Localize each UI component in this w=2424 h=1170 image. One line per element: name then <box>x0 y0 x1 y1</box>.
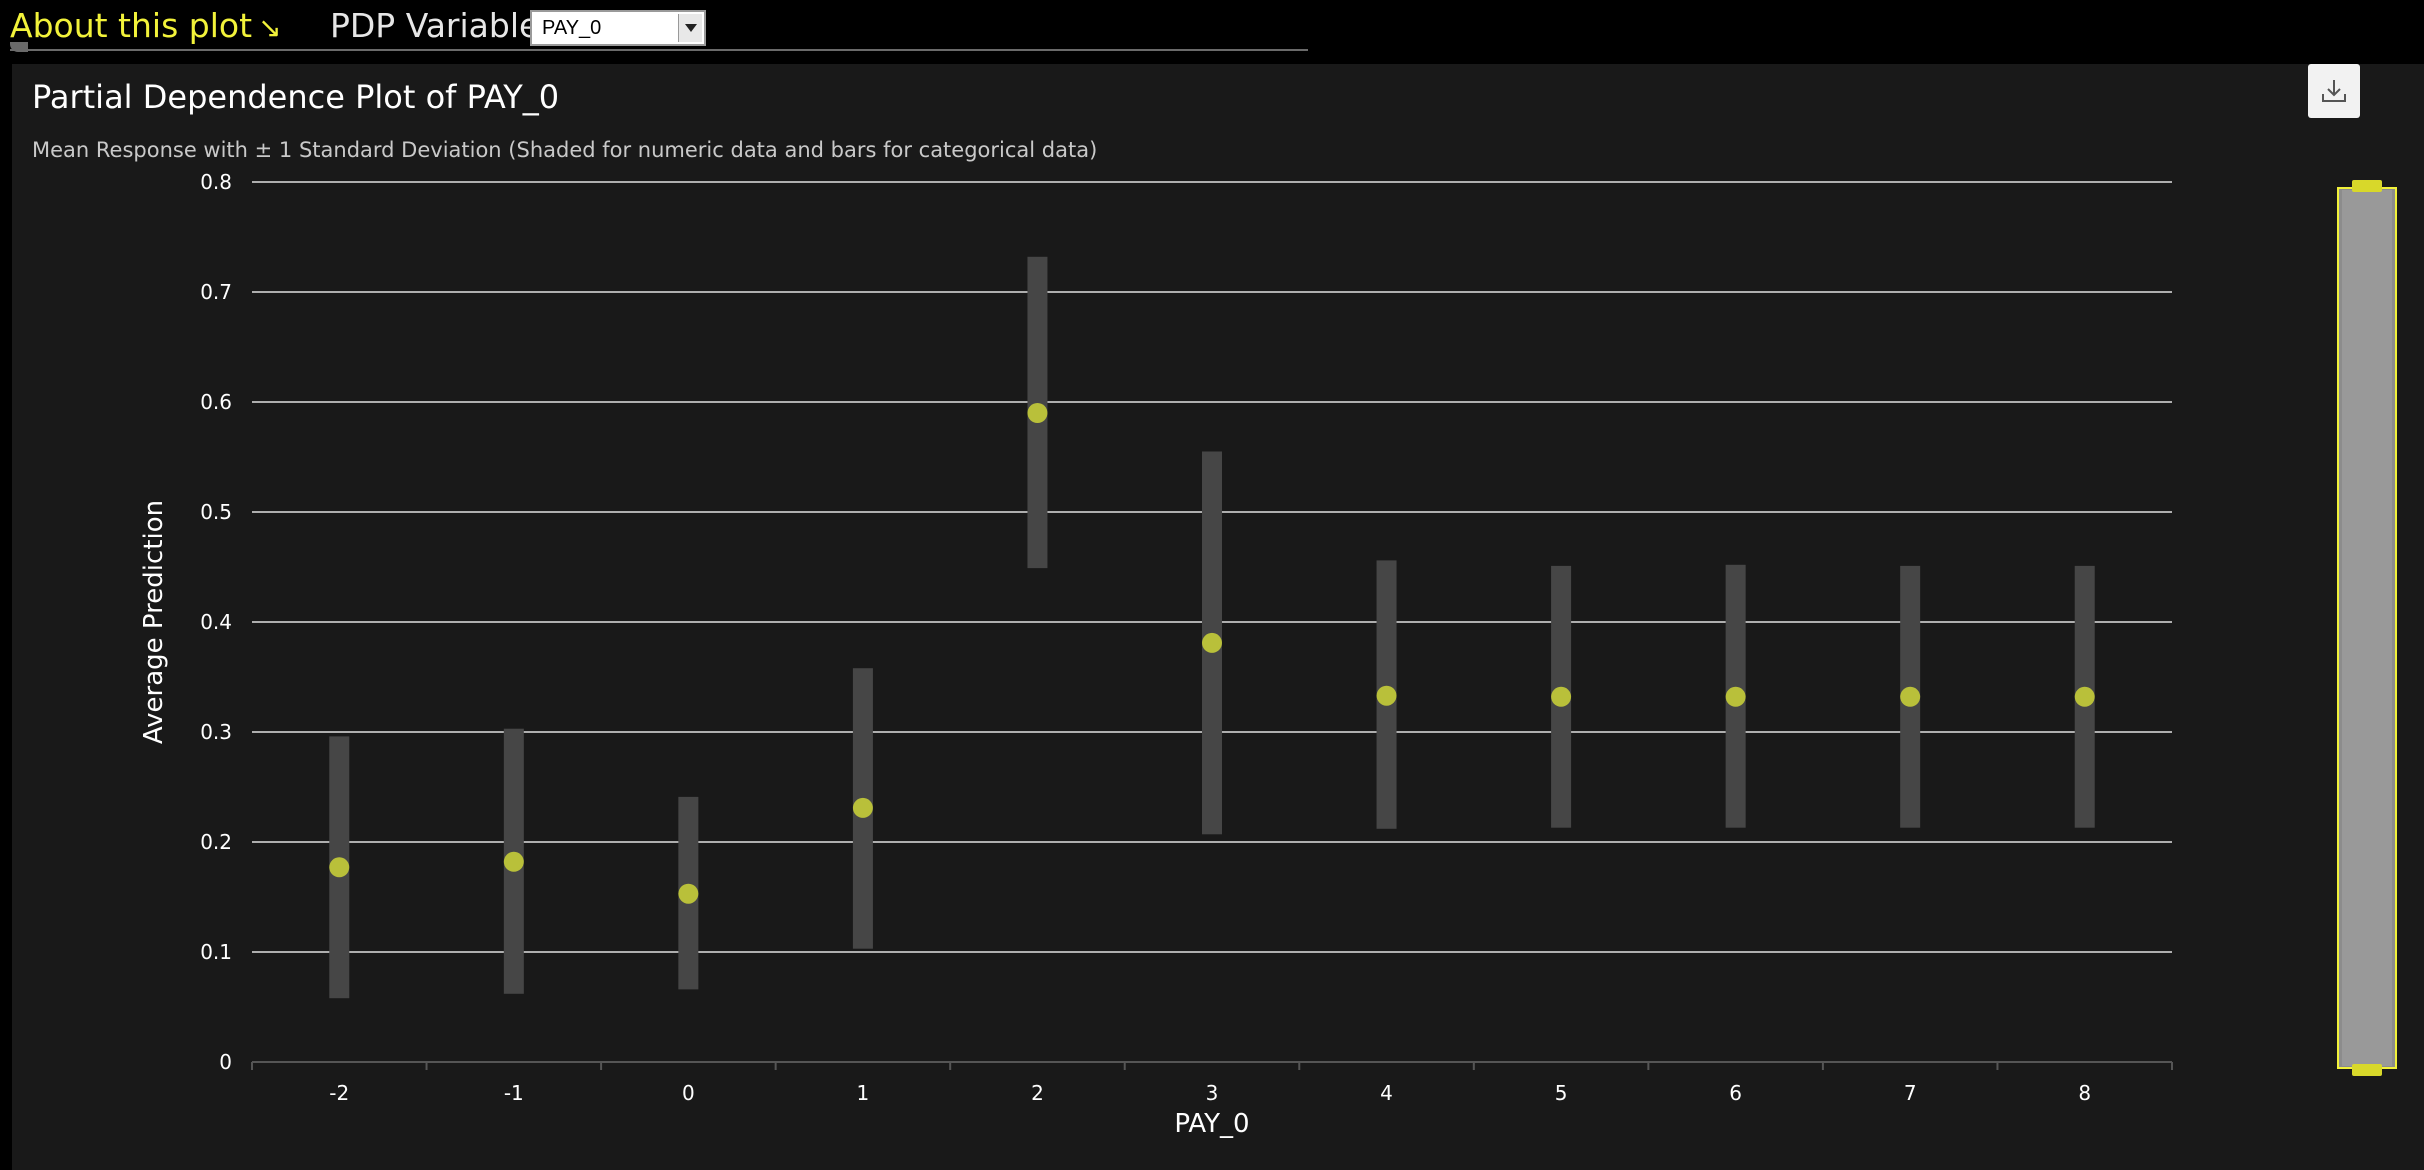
mean-point <box>2074 686 2095 707</box>
arrow-down-right-icon: ↘ <box>258 11 282 44</box>
x-tick-label: 4 <box>1380 1081 1393 1105</box>
mean-point <box>1027 403 1048 423</box>
top-bar: About this plot ↘ PDP Variable: PAY_0 <box>0 0 1310 54</box>
x-axis-title: PAY_0 <box>1174 1109 1249 1139</box>
y-tick-label: 0 <box>219 1050 232 1074</box>
y-tick-label: 0.3 <box>200 720 232 744</box>
download-icon <box>2322 80 2346 102</box>
x-tick-label: 1 <box>857 1081 870 1105</box>
pdp-variable-value: PAY_0 <box>542 17 602 39</box>
x-tick-label: 0 <box>682 1081 695 1105</box>
y-tick-label: 0.6 <box>200 390 232 414</box>
mean-point <box>1202 632 1222 653</box>
x-tick-label: 7 <box>1904 1081 1917 1105</box>
chart-subtitle: Mean Response with ± 1 Standard Deviatio… <box>32 138 1098 162</box>
mean-point <box>852 797 873 818</box>
mean-point <box>1376 685 1397 706</box>
download-button[interactable] <box>2308 64 2360 118</box>
mean-point <box>678 883 699 904</box>
x-tick-label: -2 <box>329 1081 349 1105</box>
x-tick-label: 8 <box>2078 1081 2091 1105</box>
mean-point <box>1900 686 1921 707</box>
chevron-down-icon[interactable] <box>678 14 702 42</box>
y-tick-label: 0.7 <box>200 280 232 304</box>
x-tick-label: 5 <box>1555 1081 1568 1105</box>
y-tick-label: 0.1 <box>200 940 232 964</box>
y-tick-label: 0.2 <box>200 830 232 854</box>
range-slider-fill <box>2342 190 2392 1066</box>
mean-point <box>1725 686 1746 707</box>
y-tick-label: 0.4 <box>200 610 232 634</box>
y-axis-title: Average Prediction <box>139 500 169 744</box>
x-tick-label: 6 <box>1729 1081 1742 1105</box>
pdp-variable-select[interactable]: PAY_0 <box>530 10 706 46</box>
pdp-chart: 0 0.1 0.2 0.3 0.4 0.5 0.6 0.7 0.8 -2 -1 0 1 2 3 4 5 6 7 8 PA… <box>139 170 2397 1139</box>
mean-point <box>329 857 350 878</box>
y-tick-label: 0.5 <box>200 500 232 524</box>
range-slider-top-handle[interactable] <box>2352 180 2382 192</box>
range-slider-bottom-handle[interactable] <box>2352 1064 2382 1076</box>
y-tick-label: 0.8 <box>200 170 232 194</box>
pdp-variable-label: PDP Variable: <box>330 6 551 45</box>
chart-panel: Partial Dependence Plot of PAY_0 Mean Re… <box>12 64 2424 1170</box>
about-plot-link[interactable]: About this plot ↘ <box>10 6 281 45</box>
underline-corner <box>10 42 28 52</box>
about-plot-label: About this plot <box>10 6 253 45</box>
mean-point <box>1551 686 1572 707</box>
x-tick-label: -1 <box>504 1081 524 1105</box>
header-divider <box>10 49 1308 51</box>
x-tick-label: 2 <box>1031 1081 1044 1105</box>
x-tick-label: 3 <box>1206 1081 1219 1105</box>
chart-title: Partial Dependence Plot of PAY_0 <box>32 78 560 116</box>
mean-point <box>503 851 524 872</box>
